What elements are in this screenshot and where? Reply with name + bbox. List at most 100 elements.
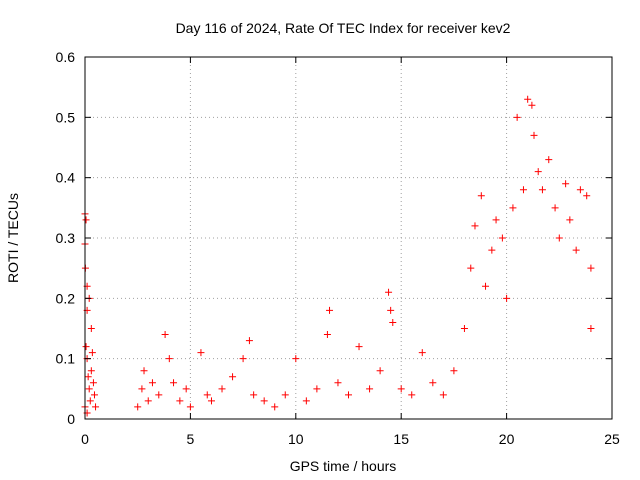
data-point [260, 397, 268, 405]
data-point [429, 379, 437, 387]
data-point [239, 355, 247, 363]
x-tick-label: 15 [393, 431, 409, 447]
data-point [366, 385, 374, 393]
data-point [545, 156, 553, 164]
data-point [498, 234, 506, 242]
data-point [467, 264, 475, 272]
x-tick-label: 0 [81, 431, 89, 447]
data-point [538, 186, 546, 194]
x-tick-label: 10 [288, 431, 304, 447]
y-tick-label: 0.1 [56, 351, 76, 367]
data-point [482, 282, 490, 290]
x-tick-label: 20 [499, 431, 515, 447]
data-point [477, 192, 485, 200]
y-tick-label: 0.4 [56, 170, 76, 186]
x-tick-label: 25 [604, 431, 620, 447]
data-point [85, 385, 93, 393]
data-point [87, 367, 95, 375]
data-point [503, 294, 511, 302]
data-point [408, 391, 416, 399]
data-point [207, 397, 215, 405]
data-point [170, 379, 178, 387]
data-point [587, 325, 595, 332]
data-point [376, 367, 384, 375]
data-point [245, 337, 253, 345]
data-point [281, 391, 289, 399]
data-point [334, 379, 342, 387]
data-point [587, 264, 595, 272]
data-point [387, 306, 395, 314]
data-point [165, 355, 173, 363]
data-point [140, 367, 148, 375]
y-tick-label: 0.3 [56, 230, 76, 246]
data-point [576, 186, 584, 194]
data-point [197, 349, 205, 357]
data-point [176, 397, 184, 405]
data-point [148, 379, 156, 387]
data-point [534, 168, 542, 176]
data-point [92, 403, 100, 411]
data-point [345, 391, 352, 399]
grid-lines [85, 57, 612, 419]
data-point [326, 306, 334, 314]
data-point [583, 192, 591, 200]
data-point [397, 385, 405, 393]
chart-title: Day 116 of 2024, Rate Of TEC Index for r… [176, 20, 511, 36]
y-tick-label: 0 [67, 411, 75, 427]
data-point [418, 349, 426, 357]
data-point [87, 325, 95, 332]
plot-frame [84, 56, 613, 420]
data-point [182, 385, 190, 393]
data-point [90, 391, 98, 399]
data-point [524, 95, 532, 103]
data-point [555, 234, 563, 242]
data-point [155, 391, 163, 399]
data-point [82, 216, 90, 224]
data-point [186, 403, 194, 411]
data-point [492, 216, 500, 224]
data-point [566, 216, 574, 224]
y-axis-label: ROTI / TECUs [5, 193, 21, 283]
data-point [144, 397, 152, 405]
x-tick-label: 5 [187, 431, 195, 447]
data-point [250, 391, 258, 399]
y-tick-label: 0.5 [56, 109, 76, 125]
data-point [562, 180, 570, 188]
data-point [509, 204, 517, 212]
data-point [460, 325, 468, 332]
data-point [355, 343, 363, 351]
data-point [271, 403, 279, 411]
x-axis-label: GPS time / hours [290, 458, 397, 474]
data-point [218, 385, 226, 393]
data-point [88, 349, 96, 357]
data-point [551, 204, 559, 212]
data-point [86, 397, 94, 405]
data-point [292, 355, 300, 363]
data-point [323, 331, 331, 339]
data-point [89, 379, 97, 387]
data-point [203, 391, 211, 399]
data-point [161, 331, 169, 339]
y-tick-label: 0.6 [56, 49, 76, 65]
data-point [82, 343, 90, 351]
data-point [572, 246, 580, 254]
data-point [389, 318, 397, 326]
data-point [450, 367, 458, 375]
data-point [530, 131, 538, 139]
data-point [84, 373, 92, 381]
data-point [519, 186, 527, 194]
axis-ticks: 0 0.1 0.2 0.3 0.4 0.5 0.6 0 5 10 15 20 25 [56, 49, 620, 447]
data-point [313, 385, 321, 393]
data-point [302, 397, 310, 405]
data-point [229, 373, 237, 381]
y-tick-label: 0.2 [56, 290, 76, 306]
data-point [134, 403, 142, 411]
data-point [513, 113, 521, 121]
data-points [81, 95, 595, 417]
data-point [138, 385, 146, 393]
data-point [471, 222, 479, 230]
data-point [488, 246, 496, 254]
data-point [385, 288, 393, 296]
data-point [439, 391, 447, 399]
